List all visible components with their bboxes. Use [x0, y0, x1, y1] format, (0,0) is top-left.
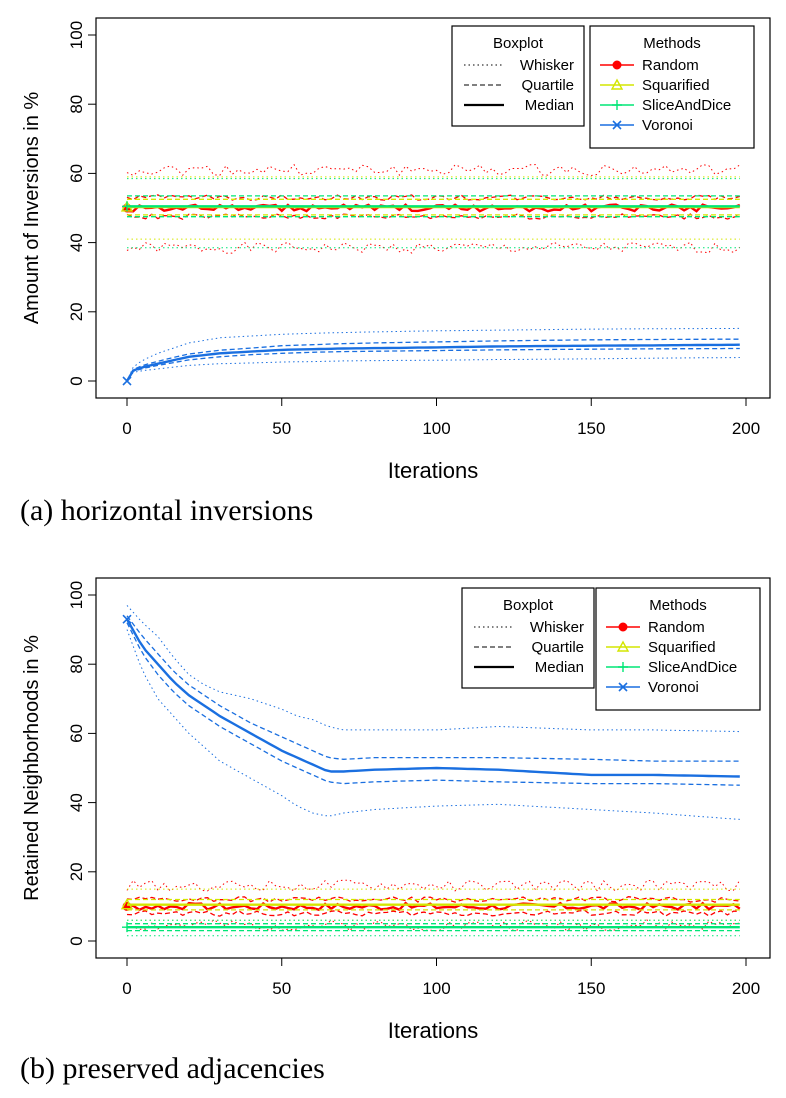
- series-line-whisker-high: [126, 327, 740, 382]
- x-tick-label: 200: [732, 979, 760, 998]
- legend-boxplot-label: Quartile: [521, 77, 574, 94]
- series-line-whisker-low: [126, 919, 740, 932]
- y-tick-label: 0: [67, 376, 86, 385]
- legend-methods: Methods Random Squarified SliceAndDice Voron…: [595, 587, 761, 711]
- chart-caption-b: (b) preserved adjacencies: [20, 1052, 325, 1085]
- legend-methods-label: Voronoi: [648, 679, 699, 696]
- y-axis-title: Retained Neighborhoods in %: [21, 635, 43, 901]
- y-tick-label: 60: [67, 164, 86, 183]
- x-tick-label: 200: [732, 419, 760, 438]
- marker-x: [122, 614, 132, 624]
- series-line-q1: [126, 347, 740, 382]
- marker-plus: [122, 922, 132, 933]
- x-axis-title: Iterations: [388, 458, 479, 483]
- marker-triangle: [610, 78, 624, 90]
- legend-methods-frame: [595, 587, 761, 711]
- chart-panel-a: 0 20 40 60 80 100 0 50 100 150 200 Iterations Amount…: [0, 0, 786, 540]
- legend-boxplot-label: Median: [535, 659, 584, 676]
- legend-methods-frame: [589, 25, 755, 149]
- x-tick-label: 150: [577, 979, 605, 998]
- x-tick-label: 0: [122, 419, 131, 438]
- series-line-whisker-high: [126, 879, 741, 893]
- marker-plus: [612, 100, 622, 110]
- x-tick-label: 50: [272, 419, 291, 438]
- x-tick-label: 150: [577, 419, 605, 438]
- plot-frame: [95, 17, 771, 399]
- series-line-whisker-high: [126, 163, 741, 177]
- y-tick-label: 20: [67, 862, 86, 881]
- series-voronoi: [122, 327, 740, 386]
- series-line-q3: [126, 896, 740, 903]
- marker-plus: [618, 662, 628, 672]
- series-line-median: [125, 618, 740, 778]
- series-line-whisker-low: [126, 357, 740, 382]
- y-tick-label: 40: [67, 233, 86, 252]
- marker-circle: [618, 622, 628, 632]
- series-line-q3: [126, 194, 740, 201]
- legend-methods: Methods Random Squarified SliceAndDice Voron…: [589, 25, 755, 149]
- marker-x: [612, 120, 622, 130]
- series-line-q1: [126, 622, 740, 786]
- x-tick-label: 100: [422, 979, 450, 998]
- marker-triangle: [120, 898, 134, 910]
- marker-triangle: [616, 640, 630, 652]
- y-tick-label: 100: [67, 581, 86, 609]
- y-tick-label: 20: [67, 302, 86, 321]
- series-voronoi: [122, 605, 740, 820]
- legend-boxplot-label: Quartile: [531, 639, 584, 656]
- legend-methods-label: SliceAndDice: [648, 659, 737, 676]
- marker-x: [618, 682, 628, 692]
- series-sliceanddice: [122, 178, 740, 249]
- x-tick-label: 0: [122, 979, 131, 998]
- marker-circle: [612, 60, 622, 70]
- series-line-median: [125, 343, 740, 382]
- x-tick-label: 100: [422, 419, 450, 438]
- legend-boxplot: Boxplot Whisker Quartile Median: [451, 25, 585, 127]
- series-line-q1: [126, 909, 740, 917]
- y-tick-label: 100: [67, 21, 86, 49]
- legend-methods-label: Random: [642, 57, 699, 74]
- legend-boxplot-frame: [461, 587, 595, 689]
- x-tick-label: 50: [272, 979, 291, 998]
- series-line-whisker-low: [126, 629, 740, 820]
- legend-methods-label: Squarified: [642, 77, 710, 94]
- legend-methods-title: Methods: [643, 35, 701, 52]
- legend-methods-label: SliceAndDice: [642, 97, 731, 114]
- chart-caption-a: (a) horizontal inversions: [20, 494, 314, 527]
- series-line-q3: [126, 615, 740, 762]
- chart-a: 0 20 40 60 80 100 0 50 100 150 200 Iterations Amount…: [21, 17, 771, 483]
- y-axis-title: Amount of Inversions in %: [21, 92, 43, 325]
- y-tick-label: 60: [67, 724, 86, 743]
- chart-panel-b: 0 20 40 60 80 100 0 50 100 150 200 Iterations Retain…: [0, 560, 786, 1098]
- legend-methods-label: Voronoi: [642, 117, 693, 134]
- marker-plus: [122, 201, 132, 212]
- legend-boxplot-title: Boxplot: [503, 597, 554, 614]
- legend-boxplot-title: Boxplot: [493, 35, 544, 52]
- series-line-q1: [126, 213, 741, 220]
- legend-methods-label: Random: [648, 619, 705, 636]
- series-sliceanddice: [122, 919, 740, 937]
- legend-boxplot: Boxplot Whisker Quartile Median: [461, 587, 595, 689]
- legend-boxplot-label: Median: [525, 97, 574, 114]
- y-tick-label: 80: [67, 655, 86, 674]
- legend-methods-title: Methods: [649, 597, 707, 614]
- legend-boxplot-label: Whisker: [520, 57, 574, 74]
- legend-methods-label: Squarified: [648, 639, 716, 656]
- series-random: [122, 879, 741, 932]
- legend-boxplot-frame: [451, 25, 585, 127]
- plot-frame: [95, 577, 771, 959]
- series-line-q3: [126, 338, 740, 382]
- chart-b: 0 20 40 60 80 100 0 50 100 150 200 Iterations Retain…: [21, 577, 771, 1043]
- y-tick-label: 80: [67, 95, 86, 114]
- y-tick-label: 0: [67, 936, 86, 945]
- x-axis-title: Iterations: [388, 1018, 479, 1043]
- y-tick-label: 40: [67, 793, 86, 812]
- marker-x: [122, 376, 132, 386]
- legend-boxplot-label: Whisker: [530, 619, 584, 636]
- series-squarified: [120, 176, 740, 240]
- series-random: [122, 163, 741, 254]
